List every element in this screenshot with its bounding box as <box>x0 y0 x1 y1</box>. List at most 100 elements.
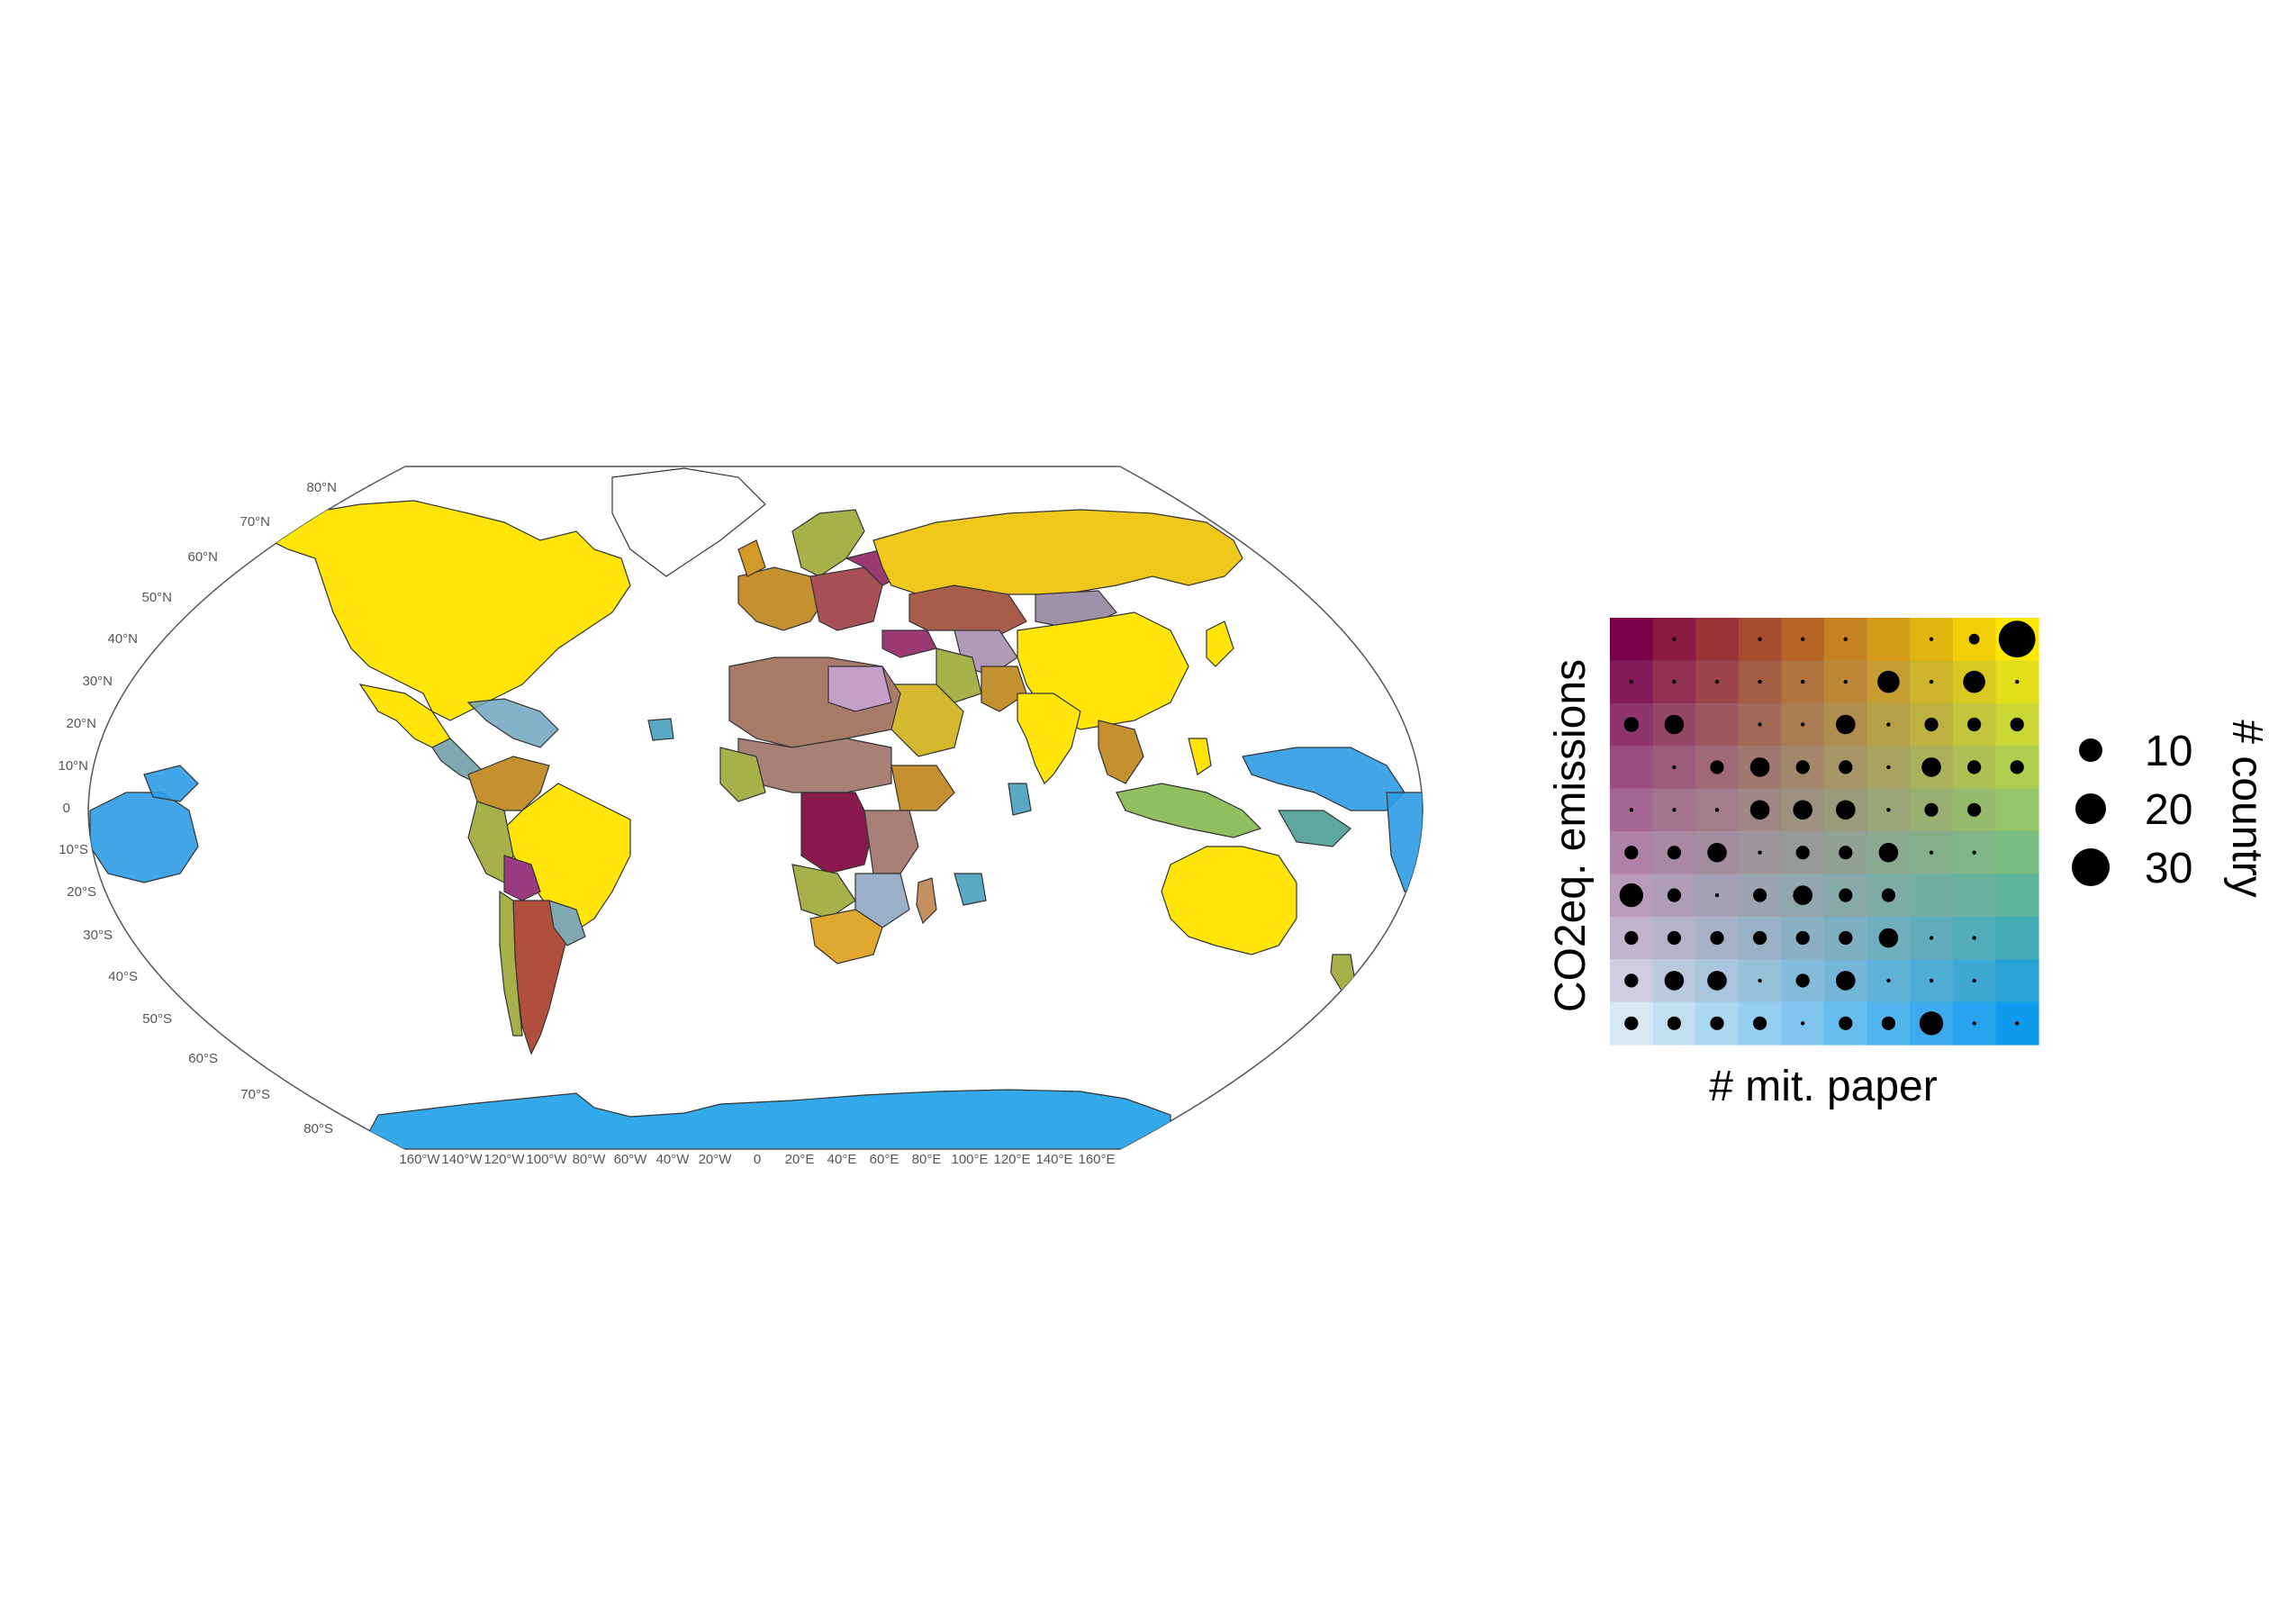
lat-label: 80°N <box>306 480 337 495</box>
longitude-labels: 160°W 140°W 120°W 100°W 80°W 60°W 40°W 2… <box>399 1152 1115 1167</box>
legend-count-dot <box>2015 679 2020 684</box>
legend-count-dot <box>1963 670 1985 693</box>
legend-cell <box>1995 788 2039 832</box>
legend-cell <box>1952 874 1996 918</box>
lat-label: 10°N <box>58 758 88 774</box>
lat-label: 60°S <box>188 1051 218 1066</box>
legend-count-dot <box>1968 633 1980 645</box>
legend-count-dot <box>1801 637 1805 641</box>
legend-cell <box>1610 746 1654 790</box>
indonesia <box>1116 783 1262 838</box>
legend-count-dot <box>1967 760 1982 774</box>
legend-cell <box>1910 874 1954 918</box>
legend-count-dot <box>1664 714 1685 735</box>
caribbean <box>466 698 559 748</box>
legend-count-dot <box>1972 936 1976 940</box>
legend-count-dot <box>1664 971 1685 991</box>
legend-count-dot <box>1758 722 1762 727</box>
legend-count-dot <box>1710 930 1724 946</box>
legend-count-dot <box>1672 637 1677 641</box>
east-africa <box>863 810 919 874</box>
australia <box>1161 846 1297 955</box>
legend-count-dot <box>1714 679 1720 684</box>
legend-x-label: # mit. paper <box>1709 1063 1937 1110</box>
legend-count-dot <box>1714 892 1720 898</box>
papua <box>1277 810 1351 847</box>
western-europe <box>737 566 829 631</box>
legend-count-dot <box>1758 637 1762 641</box>
legend-count-dot <box>1753 1016 1767 1030</box>
lon-label: 80°W <box>573 1152 607 1167</box>
lat-label: 50°S <box>142 1011 172 1027</box>
legend-count-dot <box>1623 717 1640 732</box>
bivariate-legend: # mit. paper CO2eq. emissions 10 20 30 #… <box>1547 618 2271 1110</box>
legend-count-dot <box>1801 1021 1805 1026</box>
legend-count-dot <box>1624 974 1639 988</box>
atlantic-islands <box>647 718 674 741</box>
lon-label: 160°E <box>1078 1152 1115 1167</box>
lat-label: 30°S <box>83 928 113 943</box>
dr-congo <box>800 792 874 874</box>
legend-count-dot <box>1629 679 1634 684</box>
legend-count-dot <box>1667 846 1681 860</box>
legend-count-dot <box>1967 717 1982 732</box>
legend-count-dot <box>1793 885 1812 905</box>
legend-count-dot <box>1667 930 1681 946</box>
legend-count-dot <box>1886 765 1891 770</box>
lon-label: 100°E <box>951 1152 988 1167</box>
legend-count-dot <box>1972 1021 1976 1026</box>
legend-count-dot <box>1843 679 1848 684</box>
legend-count-dot <box>2015 1021 2020 1026</box>
legend-count-dot <box>1929 850 1934 855</box>
madagascar <box>916 877 937 925</box>
legend-count-dot <box>1836 800 1856 820</box>
south-africa <box>809 909 883 964</box>
legend-count-dot <box>1836 714 1856 735</box>
pacific-islands-east <box>89 792 199 883</box>
philippines <box>1188 738 1212 775</box>
lon-label: 60°E <box>870 1152 899 1167</box>
legend-count-dot <box>1839 888 1853 902</box>
lat-label: 40°S <box>108 969 138 984</box>
legend-count-dot <box>1886 978 1891 983</box>
bolivia <box>503 855 541 901</box>
legend-count-dot <box>1881 1016 1895 1030</box>
uruguay-paraguay <box>548 900 586 946</box>
legend-dots <box>1619 620 2036 1036</box>
legend-count-dot <box>1672 808 1677 812</box>
legend-count-dot <box>1878 842 1899 863</box>
legend-cell <box>1995 916 2039 960</box>
lon-label: 140°E <box>1035 1152 1072 1167</box>
legend-count-dot <box>1749 800 1770 820</box>
lon-label: 120°E <box>993 1152 1030 1167</box>
legend-count-dot <box>1795 974 1810 988</box>
size-legend-dot-20 <box>2075 793 2106 824</box>
legend-count-dot <box>1795 760 1810 774</box>
antarctica <box>359 1089 1171 1149</box>
legend-count-dot <box>1753 888 1767 902</box>
legend-count-dot <box>1672 679 1677 684</box>
legend-count-dot <box>2010 717 2024 732</box>
legend-count-dot <box>1758 978 1762 983</box>
legend-count-dot <box>1758 679 1762 684</box>
pacific-islands-east-2 <box>143 765 199 802</box>
size-legend-dot-30 <box>2072 848 2110 886</box>
lon-label: 0 <box>754 1152 761 1167</box>
legend-count-dot <box>1836 971 1856 991</box>
legend-count-dot <box>1795 846 1810 860</box>
lat-label: 60°N <box>187 549 218 565</box>
legend-count-dot <box>1667 888 1681 902</box>
legend-count-dot <box>1967 802 1982 817</box>
egypt-libya <box>827 666 892 712</box>
legend-count-dot <box>1878 928 1899 948</box>
legend-count-dot <box>1672 765 1677 770</box>
legend-count-dot <box>1921 757 1941 777</box>
legend-count-dot <box>2010 760 2024 774</box>
legend-count-dot <box>1929 637 1934 641</box>
lon-label: 40°W <box>656 1152 691 1167</box>
legend-cell <box>1610 618 1654 661</box>
lat-label: 10°S <box>59 842 88 857</box>
afghanistan-pakistan <box>981 666 1027 712</box>
legend-count-dot <box>1749 757 1770 777</box>
